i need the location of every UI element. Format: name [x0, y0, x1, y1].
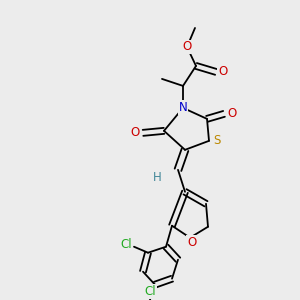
- Text: N: N: [178, 101, 188, 114]
- Text: Cl: Cl: [120, 238, 132, 251]
- Text: O: O: [227, 107, 237, 120]
- Text: H: H: [153, 171, 161, 184]
- Text: Cl: Cl: [144, 285, 156, 298]
- Text: O: O: [182, 40, 192, 53]
- Text: O: O: [188, 236, 196, 249]
- Text: S: S: [213, 134, 221, 147]
- Text: O: O: [218, 65, 228, 78]
- Text: O: O: [130, 126, 140, 139]
